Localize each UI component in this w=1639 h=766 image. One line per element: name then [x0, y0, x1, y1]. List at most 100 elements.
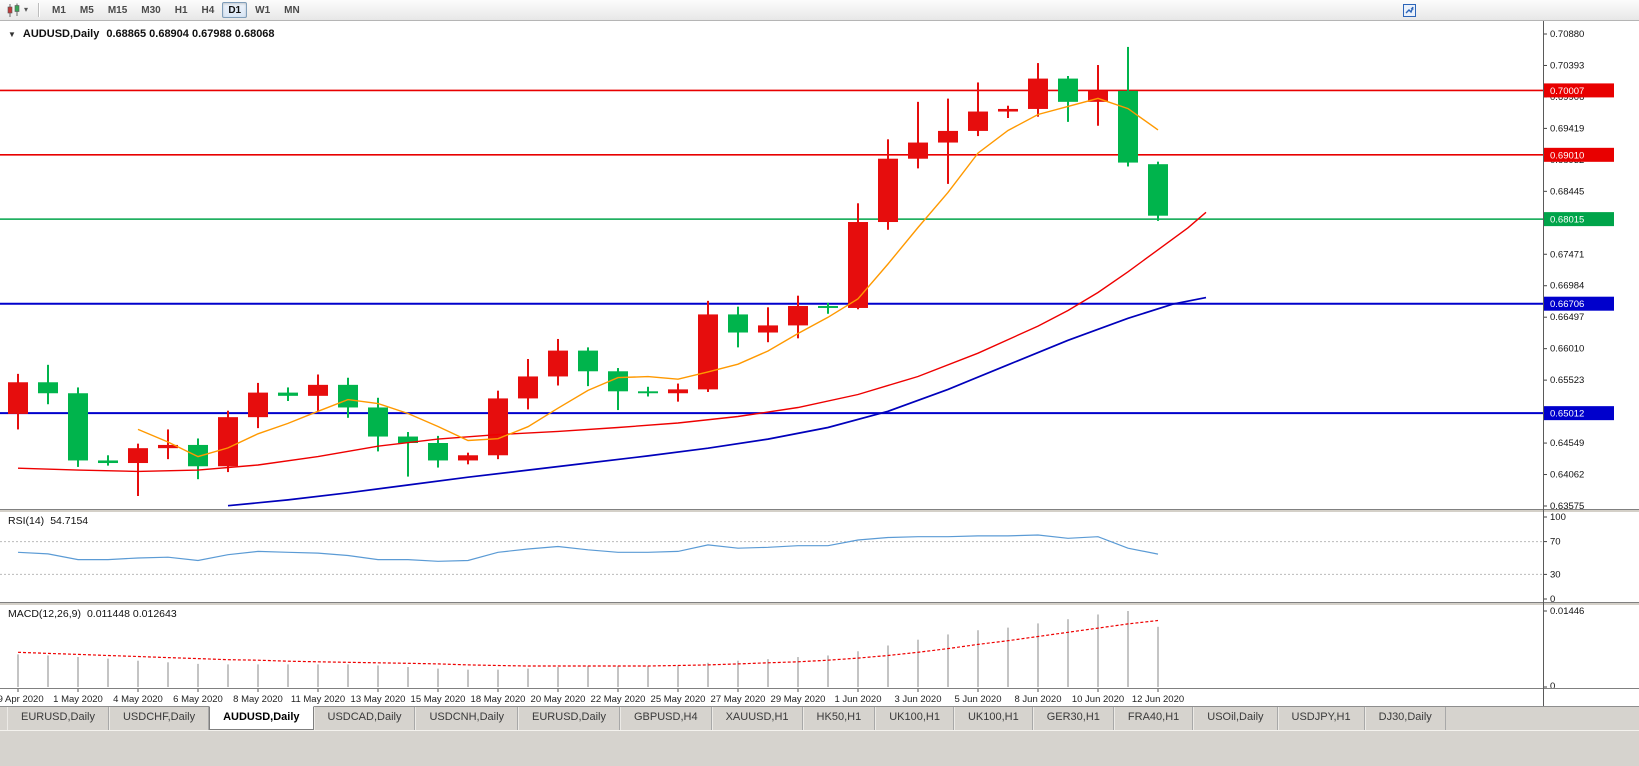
price-badge: 0.69010	[1544, 147, 1614, 162]
svg-text:29 May 2020: 29 May 2020	[771, 694, 826, 705]
candle	[158, 429, 178, 460]
chart-area: 0.708800.703930.699060.694190.689320.684…	[0, 21, 1639, 706]
timeframe-button-d1[interactable]: D1	[222, 2, 248, 18]
chart-tab-dj30-daily[interactable]: DJ30,Daily	[1364, 707, 1446, 730]
svg-text:0.69419: 0.69419	[1550, 123, 1584, 134]
macd-panel-divider[interactable]	[0, 602, 1639, 606]
svg-text:25 May 2020: 25 May 2020	[651, 694, 706, 705]
svg-text:0.70007: 0.70007	[1550, 86, 1584, 97]
rsi-line	[17, 534, 1159, 562]
timeframe-button-h4[interactable]: H4	[201, 4, 215, 16]
svg-text:0.66010: 0.66010	[1550, 344, 1584, 355]
candle	[548, 338, 568, 386]
svg-text:0.70880: 0.70880	[1550, 29, 1584, 40]
svg-text:0.70393: 0.70393	[1550, 60, 1584, 71]
macd-signal-line	[17, 619, 1159, 667]
candle	[698, 300, 718, 392]
timeframe-button-m30[interactable]: M30	[141, 4, 161, 16]
candle	[518, 359, 538, 410]
chart-tab-usdcad-daily[interactable]: USDCAD,Daily	[313, 707, 416, 730]
chart-tab-usdjpy-h1[interactable]: USDJPY,H1	[1277, 707, 1365, 730]
candle	[38, 364, 58, 405]
candle	[218, 410, 238, 473]
chart-tab-eurusd-daily[interactable]: EURUSD,Daily	[7, 707, 109, 730]
svg-text:0.64062: 0.64062	[1550, 470, 1584, 481]
candle	[878, 139, 898, 230]
svg-text:0.64549: 0.64549	[1550, 438, 1584, 449]
candle	[398, 432, 418, 477]
svg-text:12 Jun 2020: 12 Jun 2020	[1132, 694, 1184, 705]
price-badge: 0.66706	[1544, 296, 1614, 311]
svg-text:0.68015: 0.68015	[1550, 215, 1584, 226]
timeframe-button-m1[interactable]: M1	[52, 4, 66, 16]
toolbar-separator	[38, 3, 40, 17]
candle	[608, 368, 628, 411]
timeframe-button-h1[interactable]: H1	[174, 4, 188, 16]
svg-text:0.01446: 0.01446	[1550, 606, 1584, 617]
svg-text:0.65523: 0.65523	[1550, 375, 1584, 386]
rsi-panel-divider[interactable]	[0, 509, 1639, 513]
timeframe-button-w1[interactable]: W1	[255, 4, 271, 16]
chart-tab-hk50-h1[interactable]: HK50,H1	[802, 707, 876, 730]
candlestick-chart-icon[interactable]	[5, 3, 23, 18]
candle	[248, 382, 268, 429]
chart-tab-usdcnh-daily[interactable]: USDCNH,Daily	[415, 707, 519, 730]
svg-text:0: 0	[1550, 594, 1555, 605]
svg-text:0.65012: 0.65012	[1550, 409, 1584, 420]
chart-tabs-bar: EURUSD,Daily USDCHF,Daily AUDUSD,Daily USDC…	[0, 706, 1639, 730]
price-badge: 0.68015	[1544, 212, 1614, 227]
svg-text:0.67471: 0.67471	[1550, 249, 1584, 260]
chart-tab-eurusd-daily[interactable]: EURUSD,Daily	[518, 707, 620, 730]
price-badge: 0.70007	[1544, 83, 1614, 98]
candle	[488, 390, 508, 460]
chart-canvas[interactable]: 0.708800.703930.699060.694190.689320.684…	[0, 21, 1639, 706]
svg-text:1 May 2020: 1 May 2020	[53, 694, 103, 705]
svg-text:0.66984: 0.66984	[1550, 281, 1584, 292]
chart-tab-xauusd-h1[interactable]: XAUUSD,H1	[711, 707, 803, 730]
chart-tab-fra40-h1[interactable]: FRA40,H1	[1113, 707, 1194, 730]
chart-tab-gbpusd-h4[interactable]: GBPUSD,H4	[620, 707, 712, 730]
candle	[578, 347, 598, 387]
timeframe-button-m15[interactable]: M15	[107, 4, 128, 16]
svg-text:0.68445: 0.68445	[1550, 186, 1584, 197]
chart-tab-usoil-daily[interactable]: USOil,Daily	[1193, 707, 1278, 730]
chart-tab-ger30-h1[interactable]: GER30,H1	[1032, 707, 1114, 730]
ma-medium-line	[17, 211, 1207, 473]
candles	[8, 46, 1168, 496]
timeframe-button-group: M1 M5 M15 M30 H1 H4 D1 W1 MN	[45, 2, 307, 18]
svg-text:1 Jun 2020: 1 Jun 2020	[834, 694, 881, 705]
candle	[1028, 63, 1048, 117]
chart-tab-uk100-h1[interactable]: UK100,H1	[875, 707, 954, 730]
timeframe-button-m5[interactable]: M5	[79, 4, 94, 16]
candle	[8, 373, 28, 430]
svg-text:0.66497: 0.66497	[1550, 312, 1584, 323]
candle	[638, 386, 658, 397]
svg-text:0.66706: 0.66706	[1550, 299, 1584, 310]
chevron-down-icon[interactable]: ▾	[24, 5, 29, 14]
candle	[938, 98, 958, 184]
svg-text:5 Jun 2020: 5 Jun 2020	[954, 694, 1001, 705]
chart-tab-uk100-h1[interactable]: UK100,H1	[953, 707, 1033, 730]
ma-slow-line	[227, 296, 1207, 507]
toolbar-blue-icon[interactable]	[1403, 4, 1416, 17]
svg-text:8 May 2020: 8 May 2020	[233, 694, 283, 705]
candle	[848, 203, 868, 310]
chart-tab-usdchf-daily[interactable]: USDCHF,Daily	[108, 707, 210, 730]
chart-tab-audusd-daily[interactable]: AUDUSD,Daily	[209, 706, 314, 730]
candle	[728, 306, 748, 348]
timeframe-button-mn[interactable]: MN	[284, 4, 300, 16]
ma-fast-line	[137, 97, 1159, 458]
candle	[758, 307, 778, 343]
svg-text:6 May 2020: 6 May 2020	[173, 694, 223, 705]
candle	[668, 383, 688, 402]
candle	[1148, 161, 1168, 221]
date-axis[interactable]: 29 Apr 2020 1 May 2020 4 May 2020 6 May 202…	[0, 689, 1184, 705]
toolbar: ▾ M1 M5 M15 M30 H1 H4 D1 W1 MN	[0, 0, 1639, 21]
status-bar	[0, 730, 1639, 766]
svg-text:27 May 2020: 27 May 2020	[711, 694, 766, 705]
candle	[128, 443, 148, 496]
svg-text:0.69010: 0.69010	[1550, 150, 1584, 161]
svg-text:4 May 2020: 4 May 2020	[113, 694, 163, 705]
candle	[968, 82, 988, 137]
